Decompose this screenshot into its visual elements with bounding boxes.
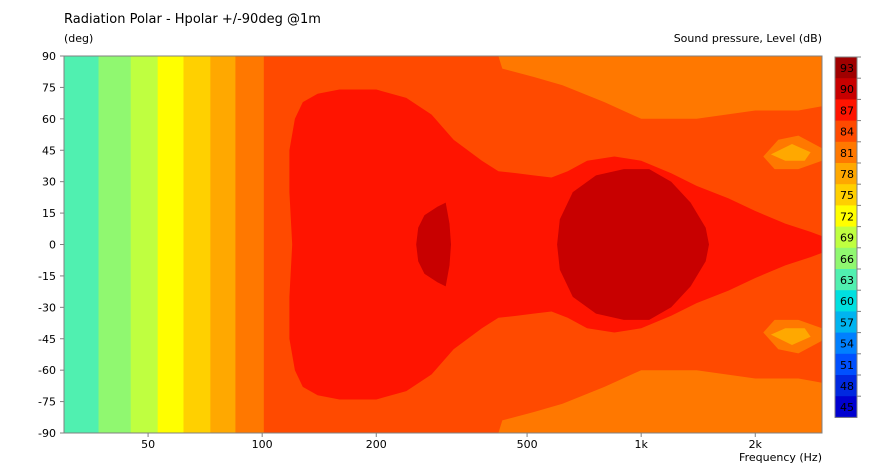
colorbar-label-90: 90 [840, 83, 854, 96]
colorbar-label-81: 81 [840, 147, 854, 160]
x-tick-label: 50 [141, 438, 155, 451]
y-tick-label: 0 [49, 239, 56, 252]
contour-band-yellow [183, 56, 211, 433]
x-tick-label: 2k [749, 438, 763, 451]
colorbar-swatch [835, 226, 857, 249]
colorbar-label-63: 63 [840, 274, 854, 287]
colorbar-label-87: 87 [840, 104, 854, 117]
y-axis-label: (deg) [64, 32, 94, 45]
colorbar-swatch [835, 184, 857, 206]
plot-area [64, 56, 822, 433]
y-tick-label: -90 [38, 427, 56, 440]
colorbar-swatch [835, 269, 857, 291]
colorbar-label-75: 75 [840, 189, 854, 202]
y-tick-label: 60 [42, 113, 56, 126]
x-axis-label: Frequency (Hz) [739, 451, 822, 464]
y-tick-label: -75 [38, 396, 56, 409]
y-tick-label: 45 [42, 144, 56, 157]
colorbar-swatch [835, 311, 857, 334]
colorbar-frame [834, 56, 858, 418]
colorbar-swatch [835, 78, 857, 100]
colorbar-swatch [835, 290, 857, 312]
colorbar-label-72: 72 [840, 210, 854, 223]
colorbar-label-78: 78 [840, 168, 854, 181]
axes: 90 75 60 45 30 15 0 -15 -30 -45 -60 -75 -90 50 100 200 5… [38, 50, 823, 451]
contour-peak-mid [557, 169, 709, 320]
contour-notch-78-bottom [770, 328, 811, 345]
colorbar-swatch [835, 163, 857, 185]
y-tick-label: 15 [42, 207, 56, 220]
y-tick-label: 90 [42, 50, 56, 63]
y-tick-label: 75 [42, 81, 56, 94]
y-tick-label: -15 [38, 270, 56, 283]
y-tick-label: -60 [38, 364, 56, 377]
chart-title: Radiation Polar - Hpolar +/-90deg @1m [64, 12, 321, 27]
colorbar-swatch [835, 57, 857, 79]
contour-band-gold [210, 56, 236, 433]
colorbar-swatch [835, 332, 857, 355]
contour-band-lime [157, 56, 184, 433]
contour-shoulder-81-bottom [498, 370, 822, 433]
contour-band-cyan [64, 56, 100, 433]
colorbar-label: Sound pressure, Level (dB) [673, 32, 822, 45]
x-tick-label: 100 [252, 438, 273, 451]
colorbar-swatch [835, 99, 857, 122]
x-tick-label: 1k [634, 438, 648, 451]
colorbar-swatch [835, 396, 857, 418]
contour-notch-78-top [770, 144, 811, 161]
contour-zone-red-main [289, 89, 822, 400]
colorbar-label-93: 93 [840, 62, 854, 75]
colorbar-swatch [835, 247, 857, 270]
y-tick-label: 30 [42, 176, 56, 189]
y-tick-label: -30 [38, 301, 56, 314]
contour-shoulder-81-top [498, 56, 822, 119]
colorbar: 93 90 87 84 81 78 75 72 69 66 63 60 57 54 51 48 45 [834, 56, 861, 418]
x-tick-label: 500 [517, 438, 538, 451]
colorbar-swatch [835, 375, 857, 397]
colorbar-label-48: 48 [840, 380, 854, 393]
contour-peak-low [416, 202, 451, 287]
colorbar-label-54: 54 [840, 338, 854, 351]
y-tick-label: -45 [38, 333, 56, 346]
colorbar-label-84: 84 [840, 126, 854, 139]
colorbar-label-57: 57 [840, 316, 854, 329]
contour-band-orange [235, 56, 265, 433]
colorbar-swatch [835, 120, 857, 143]
colorbar-swatch [835, 353, 857, 376]
colorbar-label-51: 51 [840, 359, 854, 372]
colorbar-label-60: 60 [840, 295, 854, 308]
contour-band-aqua [98, 56, 132, 433]
colorbar-label-66: 66 [840, 253, 854, 266]
contour-band-green [130, 56, 159, 433]
colorbar-swatch [835, 205, 857, 228]
colorbar-label-69: 69 [840, 232, 854, 245]
colorbar-label-45: 45 [840, 401, 854, 414]
x-tick-label: 200 [366, 438, 387, 451]
colorbar-swatch [835, 141, 857, 164]
